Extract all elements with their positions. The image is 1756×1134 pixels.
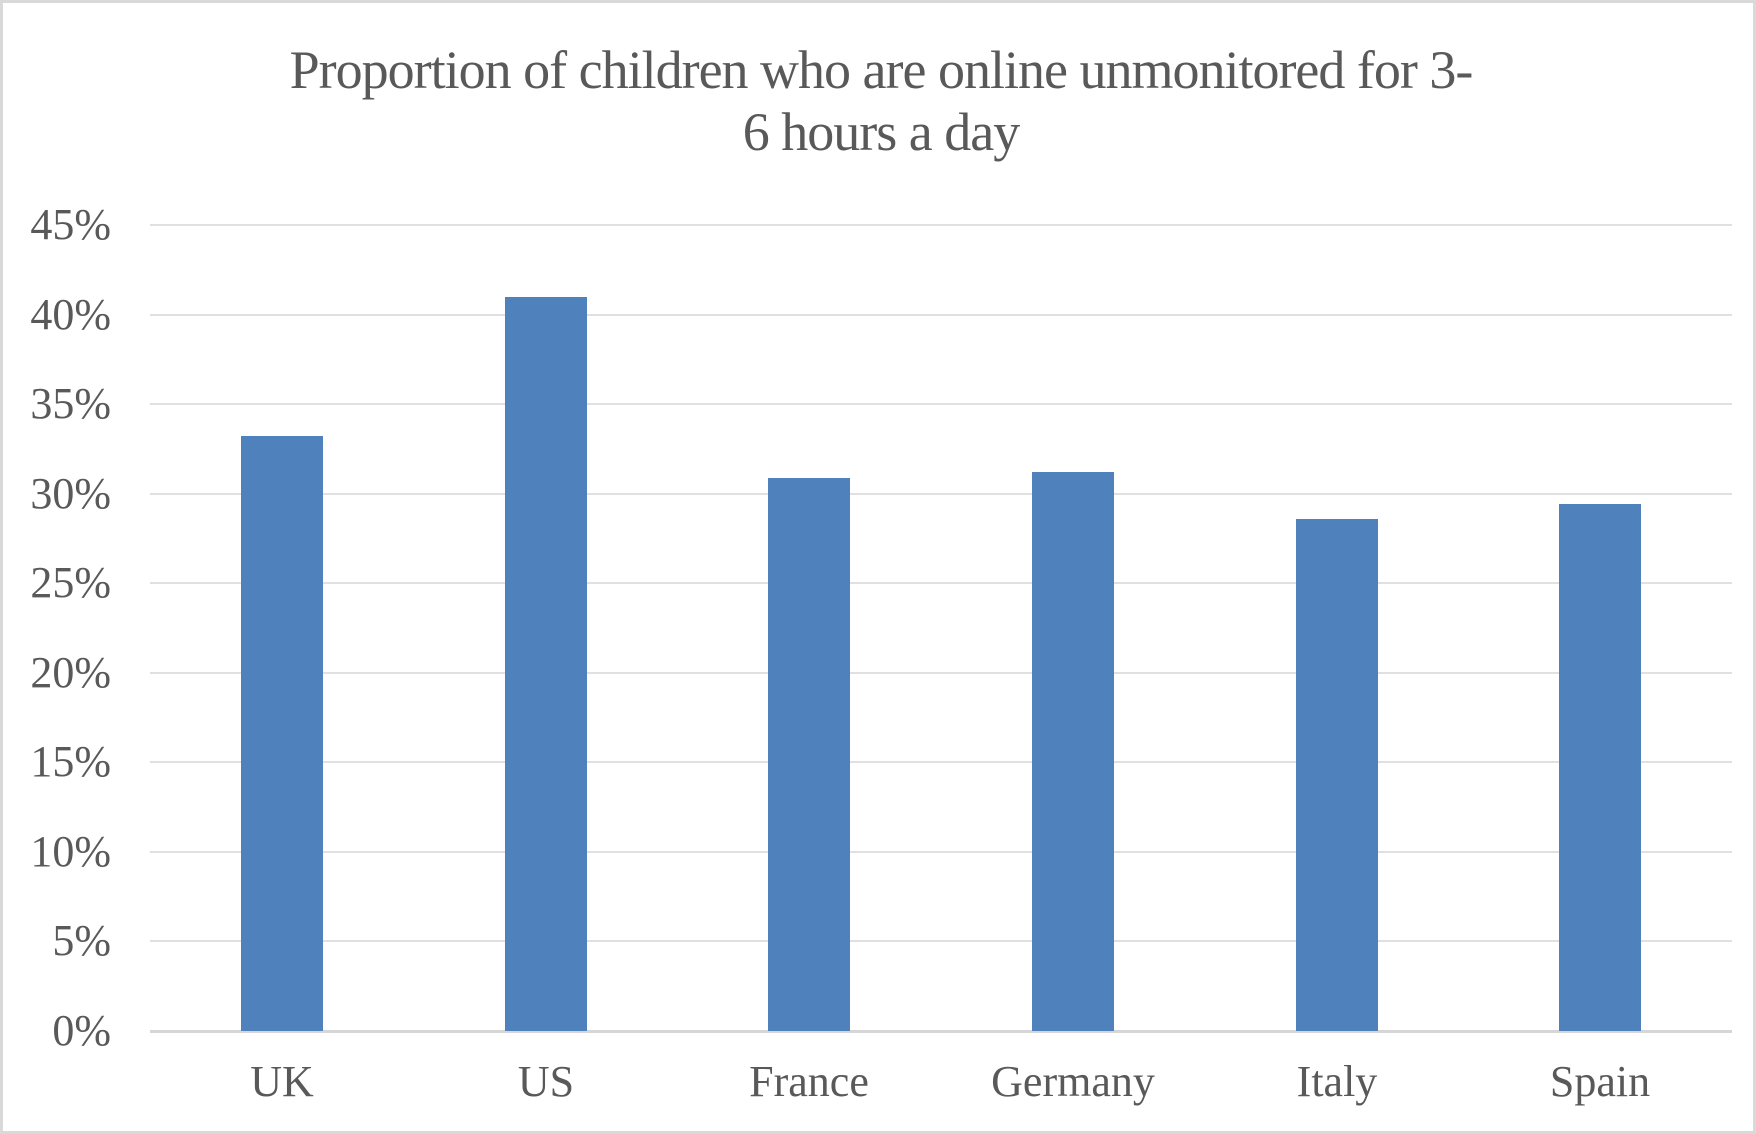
y-gridline-35 <box>150 403 1732 405</box>
x-axis-label-spain: Spain <box>1549 1057 1651 1106</box>
y-axis-label-25: 25% <box>30 558 111 607</box>
bar-italy <box>1296 519 1378 1031</box>
y-gridline-30 <box>150 493 1732 495</box>
x-axis-label-us: US <box>517 1057 575 1106</box>
chart-title-line-1: Proportion of children who are online un… <box>289 40 1474 100</box>
x-axis-line <box>150 1030 1732 1033</box>
y-axis-label-15: 15% <box>30 737 111 786</box>
y-axis-label-45: 45% <box>30 200 111 249</box>
y-gridline-5 <box>150 940 1732 942</box>
x-axis-label-france: France <box>749 1057 869 1106</box>
bar-spain <box>1559 504 1641 1031</box>
y-axis-label-10: 10% <box>30 827 111 876</box>
y-gridline-15 <box>150 761 1732 763</box>
bar-us <box>505 297 587 1031</box>
y-gridline-45 <box>150 224 1732 226</box>
chart-title: Proportion of children who are online un… <box>3 39 1753 163</box>
x-axis-label-italy: Italy <box>1296 1057 1378 1106</box>
y-axis-label-5: 5% <box>52 916 111 965</box>
y-gridline-40 <box>150 314 1732 316</box>
y-gridline-20 <box>150 672 1732 674</box>
x-axis-label-uk: UK <box>250 1057 314 1106</box>
bar-uk <box>241 436 323 1031</box>
y-axis-label-35: 35% <box>30 379 111 428</box>
y-axis-label-20: 20% <box>30 648 111 697</box>
y-gridline-10 <box>150 851 1732 853</box>
chart-title-line-2: 6 hours a day <box>742 102 1020 162</box>
y-axis-label-30: 30% <box>30 469 111 518</box>
y-axis-label-40: 40% <box>30 290 111 339</box>
bar-france <box>768 478 850 1031</box>
bar-germany <box>1032 472 1114 1031</box>
x-axis-label-germany: Germany <box>991 1057 1155 1106</box>
y-axis-label-0: 0% <box>52 1006 111 1055</box>
y-gridline-25 <box>150 582 1732 584</box>
